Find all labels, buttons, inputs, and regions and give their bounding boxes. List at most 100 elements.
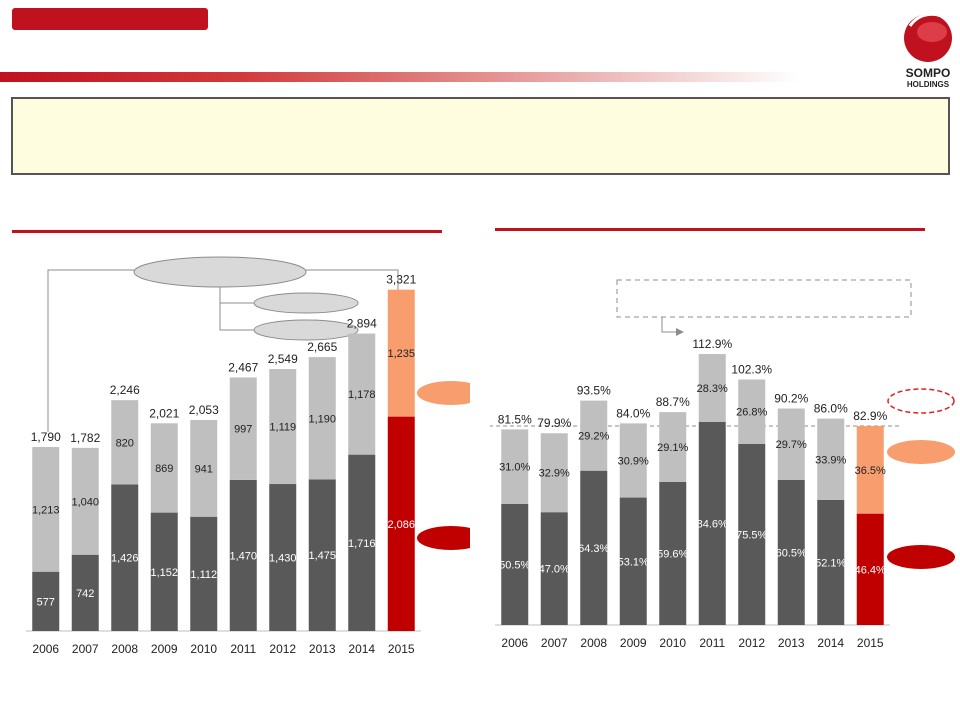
left-tick-2008: 2008 [111, 642, 138, 656]
left-tick-2006: 2006 [32, 642, 59, 656]
left-label-top-2011: 997 [234, 424, 252, 436]
left-tick-2013: 2013 [309, 642, 336, 656]
sompo-logo: SOMPO HOLDINGS [896, 8, 960, 92]
left-label-top-2009: 869 [155, 463, 173, 475]
left-label-bottom-2014: 1,716 [348, 538, 376, 550]
right-label-top-2012: 26.8% [736, 407, 767, 419]
right-total-2015: 82.9% [853, 409, 887, 423]
left-section-rule [12, 230, 442, 233]
left-label-top-2015: 1,235 [387, 348, 415, 360]
right-bar-top-2012 [738, 379, 766, 444]
logo-line2: HOLDINGS [906, 80, 950, 89]
right-bar-top-2010 [659, 412, 687, 482]
left-label-top-2014: 1,178 [348, 389, 376, 401]
left-label-bottom-2013: 1,475 [308, 550, 336, 562]
right-total-2010: 88.7% [656, 395, 690, 409]
right-total-2008: 93.5% [577, 384, 611, 398]
left-callout-annotation [47, 256, 403, 432]
left-total-2013: 2,665 [307, 340, 337, 354]
logo-emblem-icon [904, 12, 952, 62]
left-label-bottom-2012: 1,430 [269, 553, 297, 565]
right-bar-top-2007 [540, 433, 568, 513]
left-label-bottom-2011: 1,470 [229, 550, 257, 562]
left-tick-2015: 2015 [388, 642, 415, 656]
left-bar-bottom-2007 [71, 554, 99, 631]
right-bar-top-2015 [856, 426, 884, 514]
left-bar-bottom-2008 [111, 484, 139, 631]
left-tick-2014: 2014 [348, 642, 375, 656]
right-label-bottom-2011: 84.6% [697, 518, 728, 530]
right-label-bottom-2014: 52.1% [815, 557, 846, 569]
left-bar-top-2007 [71, 447, 99, 555]
right-label-bottom-2010: 59.6% [657, 548, 688, 560]
right-bar-bottom-2006 [501, 503, 529, 625]
right-bar-bottom-2013 [777, 479, 805, 625]
right-tick-2011: 2011 [699, 636, 725, 650]
right-label-bottom-2013: 60.5% [776, 547, 807, 559]
right-label-bottom-2009: 53.1% [618, 556, 649, 568]
left-label-top-2007: 1,040 [71, 496, 99, 508]
left-plot-area: 577 1,213 1,790 2006 742 1,040 1,782 2007 1,426 8… [26, 273, 421, 656]
left-bar-bottom-2009 [150, 512, 178, 631]
left-bar-bottom-2015 [387, 416, 415, 631]
right-total-2012: 102.3% [731, 362, 772, 376]
left-total-2008: 2,246 [110, 383, 140, 397]
left-bar-top-2012 [269, 369, 297, 485]
right-total-2009: 84.0% [616, 406, 650, 420]
right-label-top-2011: 28.3% [697, 383, 728, 395]
right-bar-bottom-2007 [540, 512, 568, 625]
right-label-top-2010: 29.1% [657, 442, 688, 454]
left-bar-bottom-2012 [269, 484, 297, 631]
left-legend-dark-oval [417, 526, 470, 550]
right-tick-2012: 2012 [738, 636, 765, 650]
left-label-top-2013: 1,190 [308, 413, 336, 425]
right-tick-2010: 2010 [659, 636, 686, 650]
left-label-bottom-2007: 742 [76, 588, 94, 600]
right-bar-bottom-2008 [580, 470, 608, 625]
right-plot-area: 50.5% 31.0% 81.5% 2006 47.0% 32.9% 79.9% 2007 64… [490, 337, 900, 650]
right-label-top-2015: 36.5% [855, 465, 886, 477]
left-label-top-2006: 1,213 [32, 504, 60, 516]
left-tick-2012: 2012 [269, 642, 296, 656]
left-bar-top-2009 [150, 423, 178, 513]
right-label-top-2008: 29.2% [578, 431, 609, 443]
right-section-rule [495, 228, 925, 231]
right-bar-bottom-2009 [619, 497, 647, 625]
right-bar-top-2011 [698, 354, 726, 422]
left-tick-2007: 2007 [72, 642, 99, 656]
right-bar-bottom-2010 [659, 481, 687, 625]
left-tick-2009: 2009 [151, 642, 178, 656]
right-label-top-2007: 32.9% [539, 468, 570, 480]
right-bar-bottom-2014 [817, 499, 845, 625]
right-bar-top-2014 [817, 418, 845, 500]
right-bar-bottom-2015 [856, 513, 884, 625]
left-tick-2011: 2011 [230, 642, 256, 656]
right-tick-2009: 2009 [620, 636, 647, 650]
right-callout-box [616, 279, 912, 318]
left-total-2011: 2,467 [228, 360, 258, 374]
left-total-2009: 2,021 [149, 406, 179, 420]
right-label-bottom-2006: 50.5% [499, 559, 530, 571]
left-bar-top-2010 [190, 419, 218, 517]
left-bar-bottom-2011 [229, 479, 257, 631]
right-tick-2006: 2006 [501, 636, 528, 650]
right-label-bottom-2012: 75.5% [736, 529, 767, 541]
right-stacked-bar-chart: 50.5% 31.0% 81.5% 2006 47.0% 32.9% 79.9% 2007 64… [490, 279, 955, 650]
right-label-top-2013: 29.7% [776, 439, 807, 451]
left-bar-top-2006 [32, 447, 60, 572]
left-label-top-2008: 820 [116, 437, 134, 449]
right-tick-2008: 2008 [580, 636, 607, 650]
right-reference-oval [887, 388, 955, 414]
right-legend-dark-oval [887, 545, 955, 569]
title-bar [12, 8, 208, 30]
left-bar-bottom-2010 [190, 516, 218, 631]
right-label-bottom-2015: 46.4% [855, 564, 886, 576]
left-label-bottom-2015: 2,086 [387, 519, 415, 531]
left-label-top-2010: 941 [195, 463, 213, 475]
right-label-top-2009: 30.9% [618, 455, 649, 467]
left-total-2014: 2,894 [347, 317, 377, 331]
right-tick-2013: 2013 [778, 636, 805, 650]
right-bar-top-2009 [619, 423, 647, 498]
left-tick-2010: 2010 [190, 642, 217, 656]
right-bar-bottom-2012 [738, 443, 766, 625]
